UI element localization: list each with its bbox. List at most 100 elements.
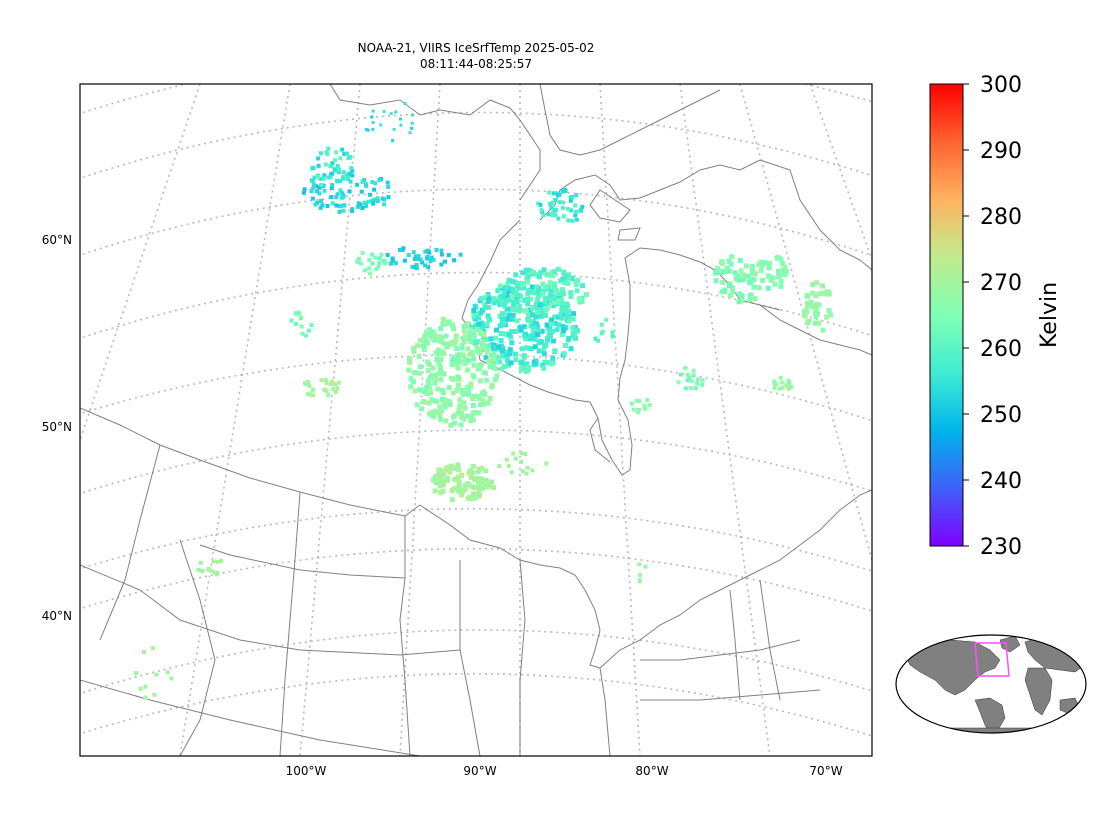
swath-pixel	[338, 188, 343, 193]
swath-pixel	[496, 344, 502, 350]
swath-pixel	[825, 289, 831, 295]
swath-pixel	[497, 323, 503, 329]
swath-pixel	[461, 339, 467, 345]
swath-pixel	[347, 171, 352, 176]
swath-pixel	[375, 196, 380, 201]
swath-pixel	[336, 170, 341, 175]
swath-pixel	[385, 253, 390, 257]
swath-pixel	[485, 313, 491, 319]
swath-pixel	[503, 349, 509, 355]
swath-pixel	[428, 259, 433, 264]
swath-pixel	[524, 267, 530, 273]
swath-pixel	[565, 280, 571, 286]
swath-pixel	[539, 208, 544, 213]
swath-pixel	[432, 408, 438, 414]
us-states-14	[179, 539, 216, 756]
swath-pixel	[323, 162, 328, 167]
swath-pixel	[299, 315, 304, 320]
swath-pixel	[810, 282, 816, 288]
boundaries	[80, 84, 872, 756]
swath-pixel	[492, 344, 498, 350]
swath-pixel	[406, 253, 411, 257]
swath-pixel	[508, 334, 514, 340]
swath-pixel	[399, 247, 404, 252]
swath-pixel	[411, 250, 416, 255]
swath-pixel	[728, 293, 734, 299]
swath-pixel	[468, 351, 474, 357]
swath-pixel	[485, 347, 491, 352]
swath-pixel	[629, 401, 634, 406]
swath-pixel	[789, 384, 794, 389]
swath-pixel	[813, 293, 819, 299]
swath-pixel	[461, 400, 467, 406]
swath-pixel	[459, 345, 465, 351]
swath-pixel	[816, 320, 822, 326]
swath-pixel	[501, 331, 507, 337]
swath-pixel	[454, 387, 460, 393]
swath-pixel	[519, 346, 525, 352]
swath-pixel	[556, 266, 561, 272]
swath-pixel	[456, 480, 462, 485]
swath-pixel	[596, 338, 600, 343]
swath-pixel	[509, 470, 514, 475]
title-line-1: NOAA-21, VIIRS IceSrfTemp 2025-05-02	[358, 41, 595, 55]
swath-pixel	[472, 303, 478, 309]
swath-pixel	[432, 380, 438, 386]
swath-pixel	[732, 270, 738, 276]
swath-pixel	[466, 331, 472, 337]
swath-pixel	[541, 365, 547, 371]
swath-pixel	[520, 363, 526, 369]
swath-pixel	[507, 347, 513, 353]
swath-pixel	[310, 178, 315, 183]
swath-pixel	[369, 252, 374, 257]
swath-pixel	[449, 322, 455, 328]
swath-pixel	[367, 258, 372, 262]
swath-pixel	[574, 210, 579, 215]
swath-pixel	[302, 187, 307, 192]
swath-pixel	[510, 307, 516, 313]
swath-pixel	[355, 259, 360, 264]
swath-pixel	[345, 175, 350, 180]
swath-pixel	[506, 464, 511, 468]
swath-pixel	[340, 191, 345, 196]
swath-pixel	[494, 373, 500, 379]
swath-pixel	[425, 368, 431, 374]
swath-pixel	[813, 306, 819, 312]
swath-pixel	[491, 351, 497, 357]
swath-pixel	[493, 335, 499, 341]
swath-pixel	[419, 406, 424, 412]
us-states-2	[199, 544, 406, 579]
swath-pixel	[441, 390, 446, 396]
swath-pixel	[539, 328, 545, 334]
swath-pixel	[599, 322, 604, 327]
us-states-12	[729, 589, 741, 701]
swath-pixel	[469, 496, 475, 501]
swath-pixel	[489, 342, 495, 348]
swath-pixel	[555, 192, 560, 197]
us-canada-border-east	[404, 504, 421, 517]
swath-pixel	[476, 394, 481, 399]
swath-pixel	[312, 182, 316, 187]
swath-pixel	[451, 465, 457, 471]
swath-pixel	[776, 268, 781, 274]
swath-pixel	[154, 672, 159, 677]
swath-pixel	[531, 325, 536, 331]
swath-pixel	[700, 378, 705, 383]
swath-pixel	[330, 183, 335, 188]
swath-pixel	[345, 173, 350, 178]
swath-pixel	[524, 296, 530, 302]
swath-pixel	[301, 190, 306, 195]
swath-pixel	[319, 378, 324, 383]
swath-pixel	[593, 336, 598, 341]
swath-pixel	[480, 485, 486, 491]
swath-pixel	[541, 351, 547, 357]
swath-pixel	[334, 203, 339, 208]
swath-pixel	[535, 296, 541, 302]
swath-pixel	[324, 380, 329, 385]
us-states-7	[459, 560, 481, 756]
swath-pixel	[536, 274, 542, 280]
swath-pixel	[719, 289, 725, 295]
lon-label-80w: 80°W	[635, 764, 668, 778]
swath-pixel	[436, 472, 442, 478]
swath-pixel	[500, 311, 506, 317]
